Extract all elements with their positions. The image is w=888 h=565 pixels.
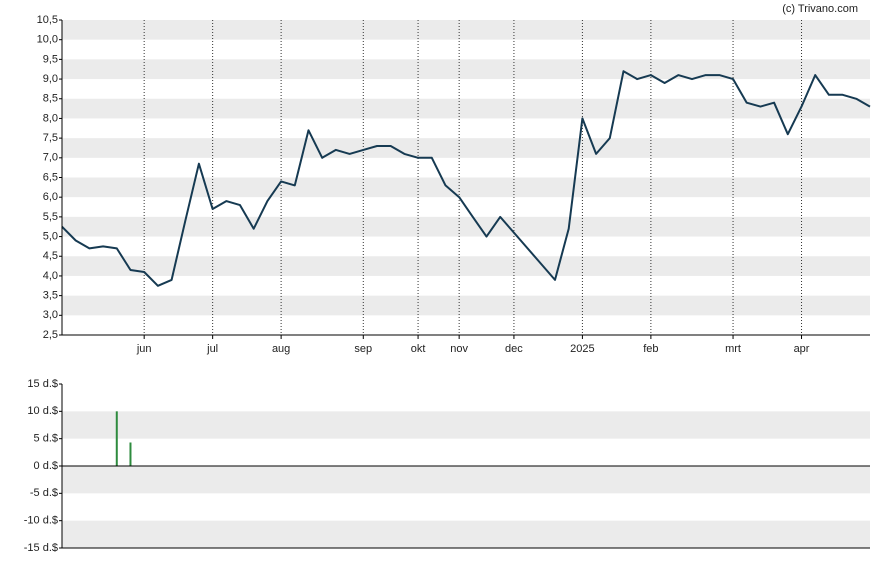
bar bbox=[129, 442, 132, 466]
grid-band bbox=[62, 177, 870, 198]
y-tick-label: 3,0 bbox=[43, 309, 58, 321]
bar bbox=[115, 411, 118, 466]
y-tick-label: 9,5 bbox=[43, 53, 58, 65]
y-tick-label: 0 d.$ bbox=[34, 460, 58, 472]
y-tick-label: 6,5 bbox=[43, 171, 58, 183]
x-tick-label: dec bbox=[505, 343, 523, 355]
x-tick-label: aug bbox=[272, 343, 290, 355]
y-tick-label: 4,5 bbox=[43, 250, 58, 262]
grid-band bbox=[62, 216, 870, 237]
price-line bbox=[61, 70, 871, 287]
x-tick-label: sep bbox=[354, 343, 372, 355]
x-tick-label: 2025 bbox=[570, 343, 594, 355]
y-tick-label: 10,5 bbox=[37, 14, 58, 26]
y-tick-label: 8,5 bbox=[43, 93, 58, 105]
grid-band bbox=[62, 466, 870, 494]
y-tick-label: 5,5 bbox=[43, 211, 58, 223]
x-tick-label: jul bbox=[206, 343, 218, 355]
y-tick-label: 2,5 bbox=[43, 329, 58, 341]
y-tick-label: 5 d.$ bbox=[34, 433, 58, 445]
x-tick-label: jun bbox=[136, 343, 152, 355]
x-tick-label: okt bbox=[411, 343, 426, 355]
grid-band bbox=[62, 98, 870, 119]
y-tick-label: 7,5 bbox=[43, 132, 58, 144]
y-tick-label: -5 d.$ bbox=[30, 487, 58, 499]
y-tick-label: 10,0 bbox=[37, 34, 58, 46]
x-tick-label: nov bbox=[450, 343, 468, 355]
grid-band bbox=[62, 20, 870, 40]
x-tick-label: feb bbox=[643, 343, 658, 355]
source: (c) Trivano.com bbox=[782, 3, 858, 15]
y-tick-label: 3,5 bbox=[43, 290, 58, 302]
y-tick-label: 7,0 bbox=[43, 152, 58, 164]
y-tick-label: 5,0 bbox=[43, 230, 58, 242]
grid-band bbox=[62, 520, 870, 548]
y-tick-label: -15 d.$ bbox=[24, 542, 58, 554]
y-tick-label: 6,0 bbox=[43, 191, 58, 203]
y-tick-label: 4,0 bbox=[43, 270, 58, 282]
y-tick-label: 9,0 bbox=[43, 73, 58, 85]
y-tick-label: 8,0 bbox=[43, 112, 58, 124]
x-tick-label: apr bbox=[794, 343, 810, 355]
y-tick-label: 15 d.$ bbox=[27, 378, 58, 390]
grid-band bbox=[62, 59, 870, 80]
grid-band bbox=[62, 411, 870, 439]
x-tick-label: mrt bbox=[725, 343, 741, 355]
grid-band bbox=[62, 256, 870, 276]
y-tick-label: 10 d.$ bbox=[27, 405, 58, 417]
grid-band bbox=[62, 138, 870, 158]
grid-band bbox=[62, 295, 870, 316]
y-tick-label: -10 d.$ bbox=[24, 515, 58, 527]
